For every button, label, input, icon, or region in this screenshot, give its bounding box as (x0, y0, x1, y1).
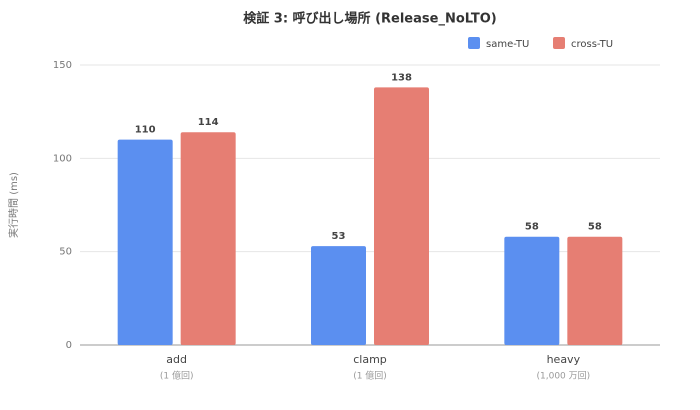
y-tick-label: 0 (66, 340, 72, 351)
x-tick-note: (1 億回) (160, 370, 194, 382)
legend-label: cross-TU (571, 39, 613, 50)
y-tick-label: 50 (59, 247, 72, 258)
x-tick-label: heavy (547, 353, 581, 366)
legend-swatch (553, 37, 565, 49)
legend-label: same-TU (486, 39, 529, 50)
bar (567, 236, 623, 345)
x-tick-label: clamp (353, 353, 387, 366)
chart-title: 検証 3: 呼び出し場所 (Release_NoLTO) (243, 11, 497, 27)
data-label: 114 (198, 117, 219, 128)
legend-swatch (468, 37, 480, 49)
bar (311, 246, 366, 345)
x-tick-note: (1 億回) (353, 370, 387, 382)
data-label: 138 (391, 72, 412, 83)
data-label: 110 (135, 125, 156, 136)
y-axis-label: 実行時間 (ms) (7, 172, 20, 238)
x-tick-note: (1,000 万回) (537, 371, 591, 382)
data-label: 58 (588, 222, 602, 233)
bar (180, 132, 236, 345)
y-tick-label: 100 (53, 153, 72, 164)
bar (374, 87, 429, 346)
y-tick-label: 150 (53, 60, 72, 71)
data-label: 58 (525, 222, 539, 233)
data-label: 53 (332, 231, 346, 242)
bar (117, 139, 173, 345)
x-tick-label: add (166, 353, 187, 366)
bar (504, 236, 560, 345)
